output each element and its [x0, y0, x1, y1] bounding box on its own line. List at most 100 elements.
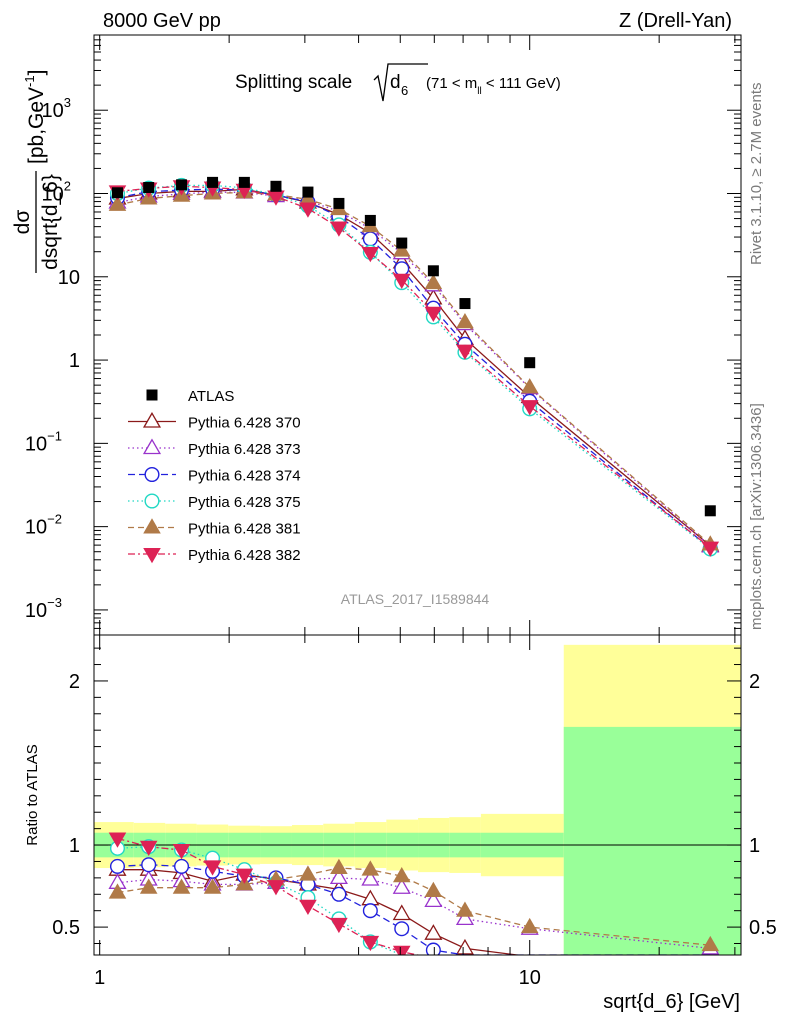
y-tick-label: 10−1	[25, 428, 62, 455]
header-process: Z (Drell-Yan)	[619, 10, 732, 32]
title-range: (71 < mll < 111 GeV)	[426, 75, 561, 97]
ratio-series-point	[108, 832, 127, 848]
ratio-series-point	[172, 878, 191, 894]
ratio-plot: 0.5 0.5 1 1 2 2 1 10	[52, 634, 777, 989]
ratio-series-point	[329, 868, 348, 885]
mcplots-label: mcplots.cern.ch [arXiv:1306.3436]	[748, 403, 765, 630]
series-point	[424, 306, 443, 323]
uncertainty-band-inner	[563, 726, 741, 955]
ratio-series-point	[424, 891, 443, 907]
series-point	[362, 231, 378, 247]
series-point	[424, 273, 443, 290]
ratio-series-point	[299, 899, 317, 916]
y-tick-label: 102	[42, 179, 71, 206]
y-tick-label: 103	[42, 95, 71, 122]
ratio-series-layer	[108, 832, 720, 955]
ratio-series-point	[330, 917, 348, 934]
ratio-series-point	[455, 938, 474, 955]
y-label-denominator: dsqrt{d_6}	[39, 174, 62, 270]
atlas-data-point	[207, 176, 219, 188]
ratio-series-point	[109, 858, 126, 874]
atlas-data-point	[111, 187, 123, 199]
ratio-series-line	[117, 867, 711, 946]
x-axis-label: sqrt{d_6} [GeV]	[603, 991, 740, 1013]
ratio-series-point	[108, 883, 127, 899]
atlas-data-point	[364, 214, 376, 226]
ratio-series-point	[139, 878, 158, 894]
series-point	[520, 378, 539, 394]
legend-marker	[144, 466, 160, 483]
series-line	[117, 191, 711, 547]
ratio-y-tick-label-right: 2	[749, 671, 760, 693]
legend-marker	[142, 411, 162, 428]
sqrt-sign-icon	[373, 63, 428, 102]
ratio-series-point	[424, 924, 443, 940]
analysis-watermark: ATLAS_2017_I1589844	[341, 591, 490, 607]
header-energy: 8000 GeV pp	[103, 10, 221, 32]
legend-entry: Pythia 6.428 381	[128, 518, 301, 538]
ratio-y-tick-label-right: 1	[749, 835, 760, 857]
y-tick-label: 10	[58, 267, 80, 289]
atlas-data-point	[333, 197, 345, 209]
ratio-y-tick-label: 0.5	[52, 917, 80, 939]
y-tick-label: 10−2	[25, 512, 62, 539]
legend-entry: Pythia 6.428 370	[128, 411, 301, 432]
legend-entry: ATLAS	[146, 388, 234, 405]
atlas-data-point	[238, 176, 250, 188]
ratio-series-point	[392, 866, 411, 883]
ratio-series-point	[392, 878, 411, 894]
legend-entry: Pythia 6.428 373	[128, 438, 301, 458]
y-label-numerator: dσ	[11, 210, 34, 235]
series-point	[392, 241, 411, 257]
series-point	[701, 541, 720, 557]
plot-title: Splitting scale d 6 (71 < mll < 111 GeV)	[235, 63, 561, 102]
title-subscript: 6	[401, 83, 408, 98]
y-axis-label: dσ dsqrt{d_6} [pb,GeV-1]	[11, 70, 62, 273]
atlas-data-point	[704, 505, 716, 517]
legend-entry: Pythia 6.428 374	[128, 466, 301, 485]
ratio-series-point	[424, 881, 443, 897]
ratio-y-tick-label: 2	[69, 671, 80, 693]
series-point	[299, 202, 317, 218]
series-point	[456, 312, 474, 329]
atlas-data-point	[302, 186, 314, 198]
ratio-series-point	[203, 860, 222, 876]
title-main: Splitting scale	[235, 72, 352, 93]
legend-label: ATLAS	[188, 388, 234, 405]
main-data-layer	[111, 176, 716, 517]
series-point	[520, 400, 539, 416]
x-tick-label: 10	[519, 967, 541, 989]
ratio-series-point	[267, 880, 285, 896]
ratio-series-point	[362, 903, 378, 919]
ratio-y-tick-label-right: 0.5	[749, 917, 777, 939]
ratio-series-point	[520, 917, 539, 934]
legend-marker	[142, 438, 162, 455]
ratio-tick-layer: 0.5 0.5 1 1 2 2 1 10	[52, 635, 777, 989]
legend-label: Pythia 6.428 374	[188, 468, 301, 485]
ratio-series-point	[425, 942, 441, 955]
ratio-frame	[93, 634, 742, 956]
main-frame	[93, 34, 742, 636]
legend: ATLAS Pythia 6.428 370 Pythia 6.428 373 Pyt…	[128, 388, 301, 564]
series-point	[394, 261, 410, 277]
ratio-series-point	[139, 840, 158, 856]
legend-marker	[143, 548, 161, 564]
series-point	[456, 344, 474, 360]
legend-label: Pythia 6.428 373	[188, 441, 301, 458]
ratio-series-point	[455, 909, 474, 926]
ratio-y-tick-label: 1	[69, 835, 80, 857]
y-tick-label: 10−3	[25, 595, 62, 622]
ratio-series-point	[394, 921, 410, 937]
atlas-data-point	[143, 182, 155, 194]
series-line	[117, 191, 711, 545]
ratio-series-point	[331, 886, 347, 902]
ratio-series-point	[392, 904, 411, 921]
series-point	[108, 195, 127, 211]
ratio-series-point	[392, 945, 411, 955]
ratio-series-point	[330, 858, 348, 875]
ratio-series-point	[361, 860, 380, 876]
atlas-data-point	[396, 237, 408, 249]
ratio-band-layer	[94, 644, 741, 955]
legend-label: Pythia 6.428 370	[188, 415, 301, 432]
